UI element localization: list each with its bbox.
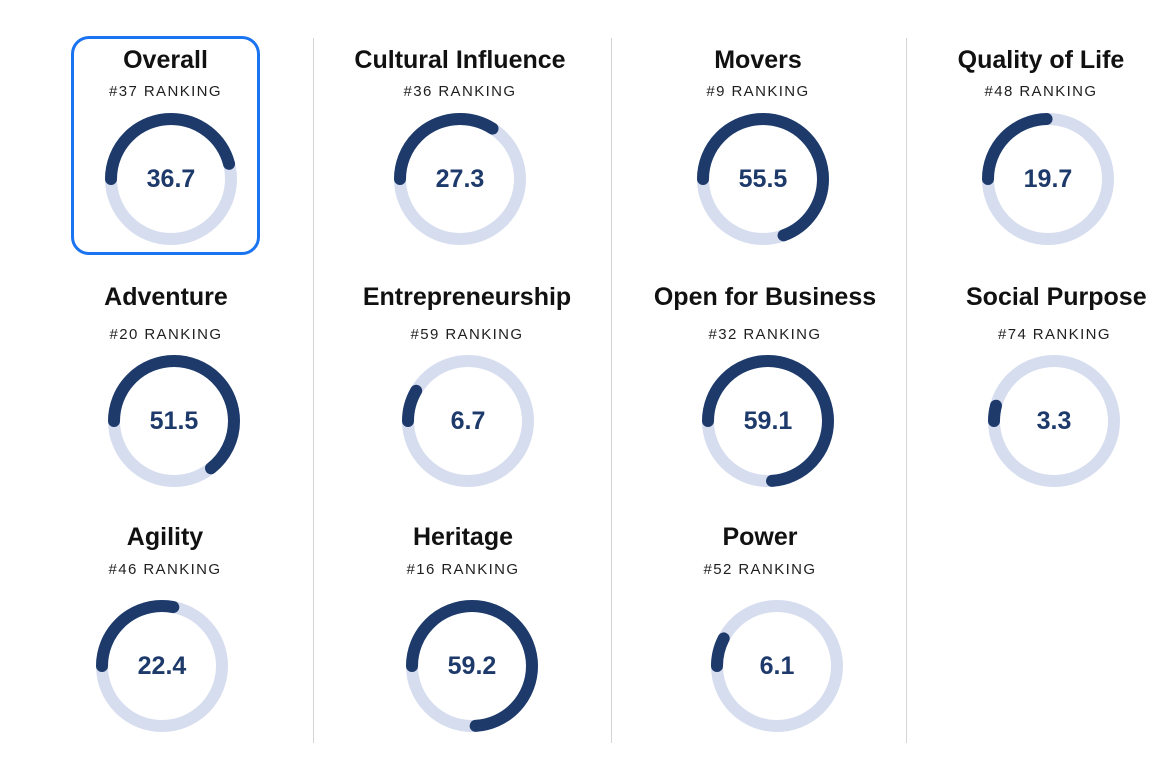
metric-card-quality-of-life[interactable]: Quality of Life #48 RANKING 19.7 xyxy=(941,39,1141,249)
gauge-ring xyxy=(702,355,834,487)
gauge-progress-arc xyxy=(105,113,237,245)
gauge-ring xyxy=(982,113,1114,245)
score-gauge: 59.1 xyxy=(700,353,836,489)
column-divider xyxy=(313,38,314,743)
metric-card-heritage[interactable]: Heritage #16 RANKING 59.2 xyxy=(363,522,563,732)
score-gauge: 51.5 xyxy=(106,353,242,489)
gauge-ring xyxy=(394,113,526,245)
gauge-ring xyxy=(711,600,843,732)
metric-title: Heritage xyxy=(412,523,514,551)
score-value: 19.7 xyxy=(1023,165,1073,193)
score-value: 59.1 xyxy=(743,407,793,435)
metric-card-entrepreneurship[interactable]: Entrepreneurship #59 RANKING 6.7 xyxy=(347,280,587,490)
gauge-progress-arc xyxy=(702,355,834,487)
metric-title: Movers xyxy=(714,46,802,74)
gauge-progress-arc xyxy=(988,355,1120,487)
score-gauge: 59.2 xyxy=(404,598,540,734)
metric-title: Overall xyxy=(123,46,208,74)
metric-ranking: #46 RANKING xyxy=(108,561,222,578)
column-divider xyxy=(611,38,612,743)
score-gauge: 6.1 xyxy=(709,598,845,734)
gauge-ring xyxy=(402,355,534,487)
metric-ranking: #32 RANKING xyxy=(708,326,822,343)
score-gauge: 3.3 xyxy=(986,353,1122,489)
score-gauge: 6.7 xyxy=(400,353,536,489)
score-gauge: 19.7 xyxy=(980,111,1116,247)
metric-card-power[interactable]: Power #52 RANKING 6.1 xyxy=(660,522,860,732)
metric-ranking: #9 RANKING xyxy=(706,83,810,100)
metric-ranking: #20 RANKING xyxy=(109,326,223,343)
metric-card-social-purpose[interactable]: Social Purpose #74 RANKING 3.3 xyxy=(960,280,1170,490)
metric-title: Entrepreneurship xyxy=(362,283,572,311)
gauge-ring xyxy=(96,600,228,732)
score-value: 27.3 xyxy=(435,165,485,193)
metric-ranking: #36 RANKING xyxy=(403,83,517,100)
metric-ranking: #16 RANKING xyxy=(406,561,520,578)
metric-title: Agility xyxy=(126,523,204,551)
gauge-ring xyxy=(697,113,829,245)
metric-title: Cultural Influence xyxy=(354,46,566,74)
metric-ranking: #48 RANKING xyxy=(984,83,1098,100)
metric-card-overall[interactable]: Overall #37 RANKING 36.7 xyxy=(71,36,260,255)
score-gauge: 55.5 xyxy=(695,111,831,247)
metric-title: Adventure xyxy=(104,283,228,311)
score-gauge: 22.4 xyxy=(94,598,230,734)
gauge-progress-arc xyxy=(982,113,1114,245)
metric-ranking: #52 RANKING xyxy=(703,561,817,578)
metric-card-cultural-influence[interactable]: Cultural Influence #36 RANKING 27.3 xyxy=(340,39,580,249)
score-value: 22.4 xyxy=(137,652,187,680)
metric-title: Social Purpose xyxy=(966,283,1147,311)
metric-card-movers[interactable]: Movers #9 RANKING 55.5 xyxy=(658,39,858,249)
score-gauge: 27.3 xyxy=(392,111,528,247)
metric-card-agility[interactable]: Agility #46 RANKING 22.4 xyxy=(65,522,265,732)
score-gauge: 36.7 xyxy=(103,111,239,247)
score-value: 6.1 xyxy=(759,652,795,680)
gauge-progress-arc xyxy=(96,600,228,732)
score-value: 51.5 xyxy=(149,407,199,435)
score-value: 6.7 xyxy=(450,407,486,435)
metric-title: Power xyxy=(722,523,798,551)
score-value: 55.5 xyxy=(738,165,788,193)
score-value: 3.3 xyxy=(1036,407,1072,435)
metric-card-open-for-business[interactable]: Open for Business #32 RANKING 59.1 xyxy=(640,280,890,490)
metric-title: Quality of Life xyxy=(957,46,1125,74)
gauge-progress-arc xyxy=(394,113,526,245)
metric-ranking: #37 RANKING xyxy=(109,83,222,100)
gauge-ring xyxy=(406,600,538,732)
metric-ranking: #74 RANKING xyxy=(998,326,1111,343)
metric-card-adventure[interactable]: Adventure #20 RANKING 51.5 xyxy=(66,280,266,490)
gauge-progress-arc xyxy=(406,600,538,732)
gauge-ring xyxy=(108,355,240,487)
metric-title: Open for Business xyxy=(653,283,877,311)
metric-ranking: #59 RANKING xyxy=(410,326,524,343)
gauge-ring xyxy=(105,113,237,245)
gauge-ring xyxy=(988,355,1120,487)
score-value: 36.7 xyxy=(146,165,196,193)
gauge-progress-arc xyxy=(711,600,843,732)
score-value: 59.2 xyxy=(447,652,497,680)
column-divider xyxy=(906,38,907,743)
gauge-progress-arc xyxy=(108,355,240,487)
gauge-progress-arc xyxy=(402,355,534,487)
gauge-progress-arc xyxy=(697,113,829,245)
